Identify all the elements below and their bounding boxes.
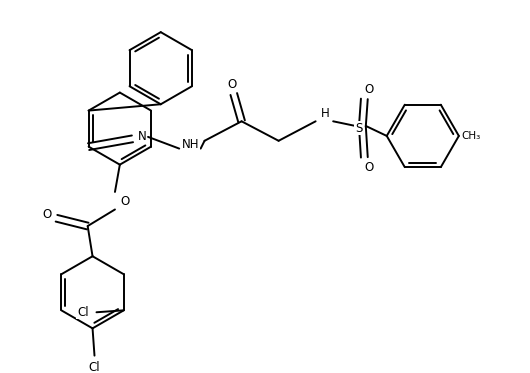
Text: O: O (42, 208, 51, 221)
Text: CH₃: CH₃ (461, 131, 480, 141)
Text: O: O (365, 83, 374, 95)
Text: Cl: Cl (77, 306, 89, 319)
Text: O: O (120, 195, 129, 208)
Text: Cl: Cl (89, 361, 100, 373)
Text: O: O (227, 78, 236, 91)
Text: S: S (355, 122, 362, 135)
Text: NH: NH (182, 138, 200, 151)
Text: O: O (365, 161, 374, 173)
Text: H: H (321, 107, 330, 120)
Text: N: N (138, 131, 147, 143)
